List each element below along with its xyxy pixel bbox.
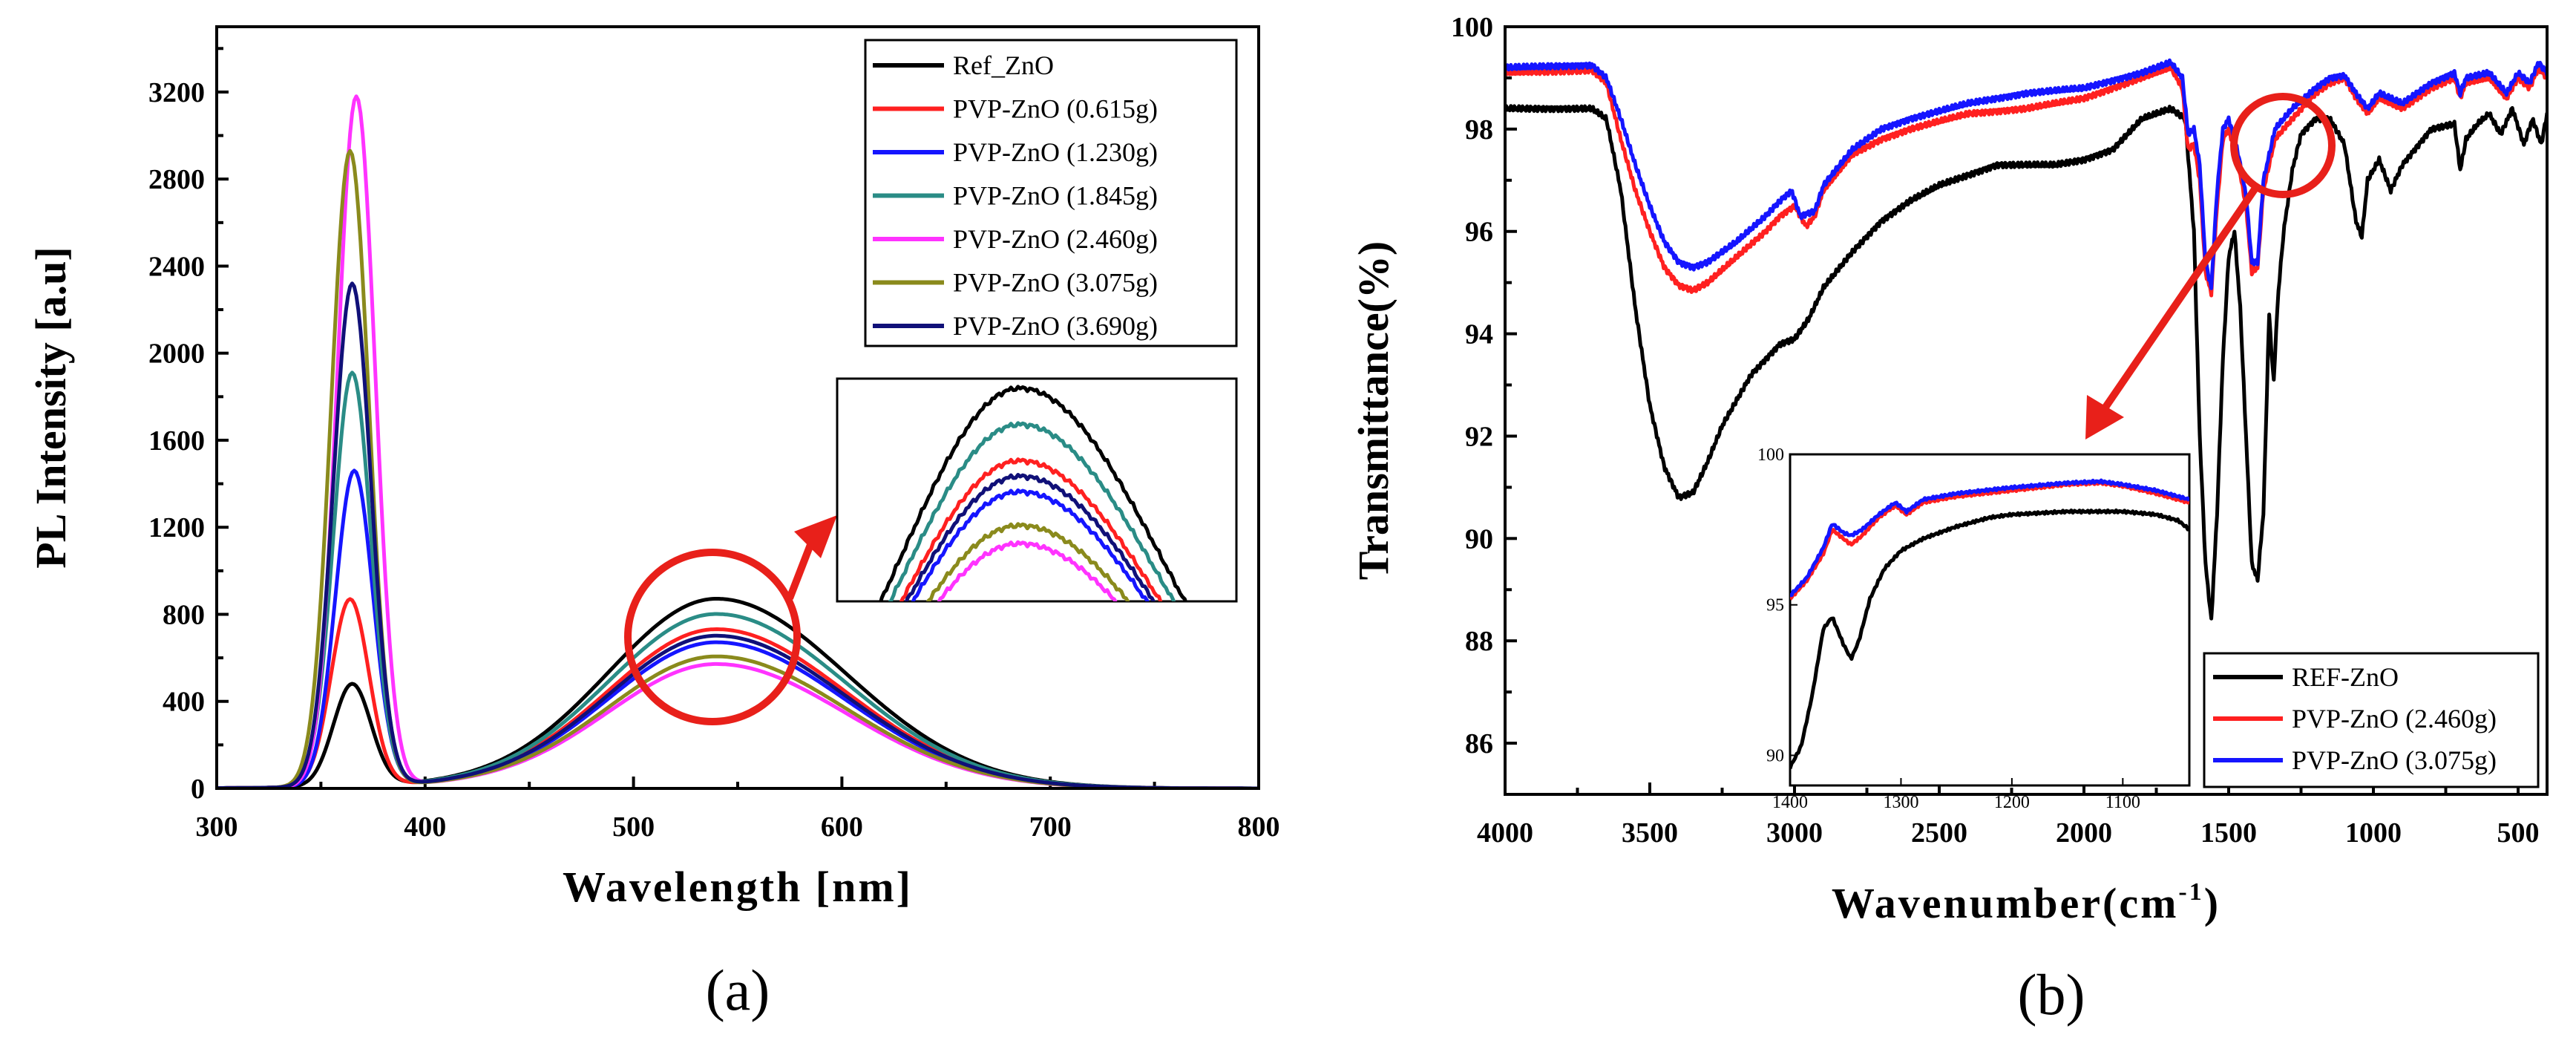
chart-a-y-tick-label: 400: [163, 687, 205, 718]
chart-a-x-tick-label: 500: [612, 811, 655, 843]
chart-b-x-tick-label: 2000: [2056, 817, 2112, 849]
chart-a-frame: [215, 25, 1260, 790]
chart-a-y-tick-label: 1200: [148, 512, 205, 543]
chart-a-x-tick-label: 700: [1029, 811, 1072, 843]
chart-b-caption: (b): [2018, 962, 2085, 1027]
chart-a-legend-label: PVP-ZnO (3.690g): [953, 311, 1158, 341]
chart-b-inset-series-line: [1790, 478, 2189, 598]
chart-a-inset-series-line: [888, 421, 1176, 601]
chart-a-arrowhead: [794, 515, 837, 558]
chart-b-y-tick-label: 96: [1465, 217, 1493, 248]
chart-b-arrowhead: [2085, 395, 2124, 439]
chart-a-y-axis-label: PL Intensity [a.u]: [27, 246, 75, 568]
chart-a-legend-label: PVP-ZnO (0.615g): [953, 94, 1158, 124]
chart-a: 300 400 500 600 700 800 0 400 800 1200 1600 2000 240…: [27, 25, 1280, 1022]
chart-b-y-tick-label: 86: [1465, 728, 1493, 759]
chart-a-y-tick-label: 2000: [148, 339, 205, 370]
chart-b-y-tick-label: 90: [1465, 523, 1493, 555]
chart-a-x-tick-label: 400: [404, 811, 446, 843]
chart-b-y-tick-label: 98: [1465, 114, 1493, 146]
chart-a-caption: (a): [706, 958, 770, 1022]
chart-a-y-tick-label: 800: [163, 599, 205, 630]
chart-b-legend-label: REF-ZnO: [2292, 662, 2399, 692]
chart-a-legend-label: PVP-ZnO (2.460g): [953, 224, 1158, 254]
chart-b-highlight-circle: [2230, 93, 2336, 198]
chart-b-inset-x-tick-label: 1100: [2105, 793, 2140, 812]
chart-b-inset-frame: [1789, 453, 2191, 787]
chart-a-x-axis-label: Wavelength [nm]: [563, 863, 913, 911]
chart-b-y-axis-label: Transmittance(%): [1349, 241, 1397, 580]
chart-b-x-axis-label-sup: -1: [2178, 878, 2203, 906]
chart-a-legend-label: PVP-ZnO (1.845g): [953, 181, 1158, 211]
chart-a-inset-series-line: [937, 540, 1118, 601]
chart-a-legend: [864, 39, 1238, 347]
chart-b-x-axis-label: Wavenumber(cm-1): [1832, 878, 2221, 927]
chart-b-y-tick-label: 94: [1465, 319, 1493, 350]
chart-b-inset-series-line: [1790, 508, 2189, 769]
chart-a-x-tick-label: 300: [196, 811, 238, 843]
chart-b-legend-label: PVP-ZnO (3.075g): [2292, 745, 2497, 775]
chart-b-y-tick-label: 88: [1465, 626, 1493, 657]
chart-b-inset-y-tick-label: 100: [1757, 445, 1784, 465]
chart-b-y-tick-label: 92: [1465, 421, 1493, 452]
chart-b-x-tick-label: 500: [2497, 817, 2540, 849]
chart-a-x-tick-label: 600: [821, 811, 863, 843]
chart-a-y-tick-label: 2400: [148, 251, 205, 282]
chart-b-x-tick-label: 2500: [1911, 817, 1967, 849]
chart-b-x-axis-label-text: Wavenumber(cm: [1832, 879, 2179, 927]
chart-a-y-tick-label: 3200: [148, 77, 205, 108]
chart-b-frame: [1504, 25, 2549, 796]
chart-b-series-line: [1505, 104, 2547, 621]
chart-a-legend-label: Ref_ZnO: [953, 50, 1054, 80]
chart-a-series-line: [217, 597, 1259, 788]
chart-a-inset-frame: [836, 377, 1238, 603]
chart-a-inset-series-line: [925, 522, 1130, 601]
chart-a-y-tick-label: 2800: [148, 164, 205, 195]
chart-a-legend-label: PVP-ZnO (3.075g): [953, 268, 1158, 298]
chart-a-series-line: [217, 281, 1259, 788]
chart-a-x-tick-label: 800: [1238, 811, 1280, 843]
chart-b-x-tick-label: 3000: [1766, 817, 1823, 849]
chart-b-x-tick-label: 1500: [2200, 817, 2257, 849]
chart-a-y-tick-label: 0: [191, 774, 205, 805]
chart-a-inset-series-line: [911, 488, 1150, 601]
chart-a-arrow: [786, 537, 816, 600]
chart-b-series-line: [1505, 58, 2547, 290]
chart-b-inset-x-tick-label: 1300: [1883, 793, 1918, 812]
chart-a-y-tick-label: 1600: [148, 425, 205, 457]
chart-b-x-tick-label: 3500: [1622, 817, 1678, 849]
chart-b-x-axis-label-suffix: ): [2204, 879, 2221, 927]
chart-b-arrow: [2101, 185, 2260, 411]
chart-b-x-tick-label: 4000: [1477, 817, 1533, 849]
chart-a-highlight-circle: [624, 549, 801, 725]
chart-a-inset-series-line: [899, 457, 1163, 601]
chart-b-x-tick-label: 1000: [2345, 817, 2402, 849]
chart-b-inset-y-tick-label: 90: [1766, 746, 1784, 765]
chart-a-legend-label: PVP-ZnO (1.230g): [953, 137, 1158, 167]
chart-a-inset-series-line: [879, 385, 1187, 601]
chart-b-y-tick-label: 100: [1451, 12, 1493, 43]
chart-a-inset-series-line: [904, 473, 1156, 601]
chart-b-inset-x-tick-label: 1400: [1772, 793, 1808, 812]
chart-b-inset-y-tick-label: 95: [1766, 596, 1784, 615]
chart-b-legend-label: PVP-ZnO (2.460g): [2292, 704, 2497, 733]
chart-b-inset-x-tick-label: 1200: [1994, 793, 2030, 812]
chart-b: 4000 3500 3000 2500 2000 1500 1000 500 86 88 90 92 9…: [1349, 12, 2549, 1027]
